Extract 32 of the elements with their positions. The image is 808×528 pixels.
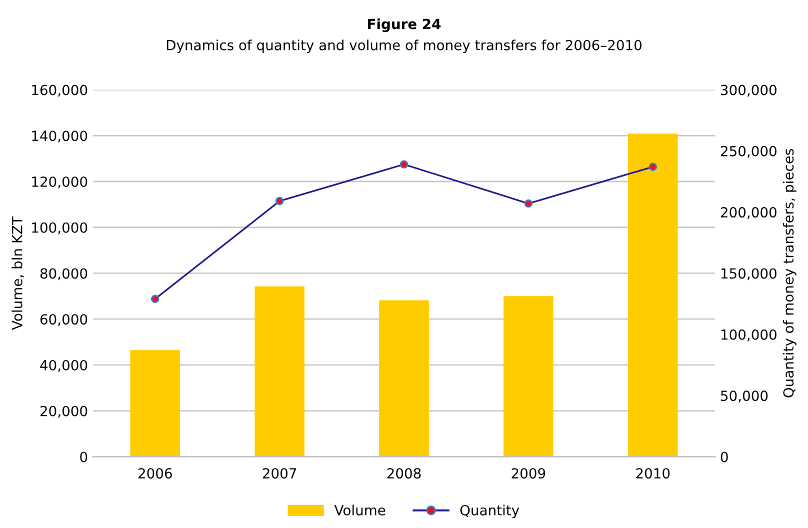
y-tick-label: 80,000 bbox=[40, 268, 88, 280]
bar bbox=[628, 134, 678, 457]
y2-tick-label: 100,000 bbox=[721, 329, 776, 342]
y2-tick-label: 250,000 bbox=[720, 146, 776, 158]
y-tick-label: 160,000 bbox=[32, 84, 88, 97]
x-tick-label: 2006 bbox=[138, 468, 172, 479]
x-tick-label: 2008 bbox=[387, 468, 421, 479]
bar bbox=[130, 350, 180, 457]
y-tick-label: 120,000 bbox=[32, 176, 88, 188]
y2-tick-label: 0 bbox=[720, 452, 728, 462]
bar bbox=[254, 286, 304, 457]
legend-label: Volume bbox=[334, 504, 386, 516]
y2-axis-title: Quantity of money transfers, pieces bbox=[782, 149, 796, 398]
y-tick-label: 60,000 bbox=[40, 314, 88, 326]
bar bbox=[504, 296, 554, 457]
y-tick-label: 20,000 bbox=[40, 406, 88, 418]
x-tick-label: 2010 bbox=[636, 468, 670, 479]
bar bbox=[379, 300, 429, 457]
y-tick-label: 100,000 bbox=[32, 222, 88, 234]
y-tick-label: 40,000 bbox=[40, 360, 88, 372]
y-tick-label: 0 bbox=[80, 452, 88, 462]
x-tick-label: 2009 bbox=[512, 468, 546, 479]
y2-tick-label: 50,000 bbox=[721, 390, 768, 402]
y-axis-title: Volume, bln KZT bbox=[12, 216, 24, 330]
x-tick-label: 2007 bbox=[262, 468, 296, 479]
y2-tick-label: 150,000 bbox=[721, 268, 776, 280]
y-tick-label: 140,000 bbox=[32, 130, 88, 143]
y2-tick-label: 200,000 bbox=[720, 207, 776, 219]
chart-title: Figure 24 bbox=[368, 18, 441, 32]
legend-label: Quantity bbox=[460, 504, 520, 518]
chart-subtitle: Dynamics of quantity and volume of money transfers for 2006–2010 bbox=[166, 40, 642, 54]
y2-tick-label: 300,000 bbox=[721, 84, 776, 97]
